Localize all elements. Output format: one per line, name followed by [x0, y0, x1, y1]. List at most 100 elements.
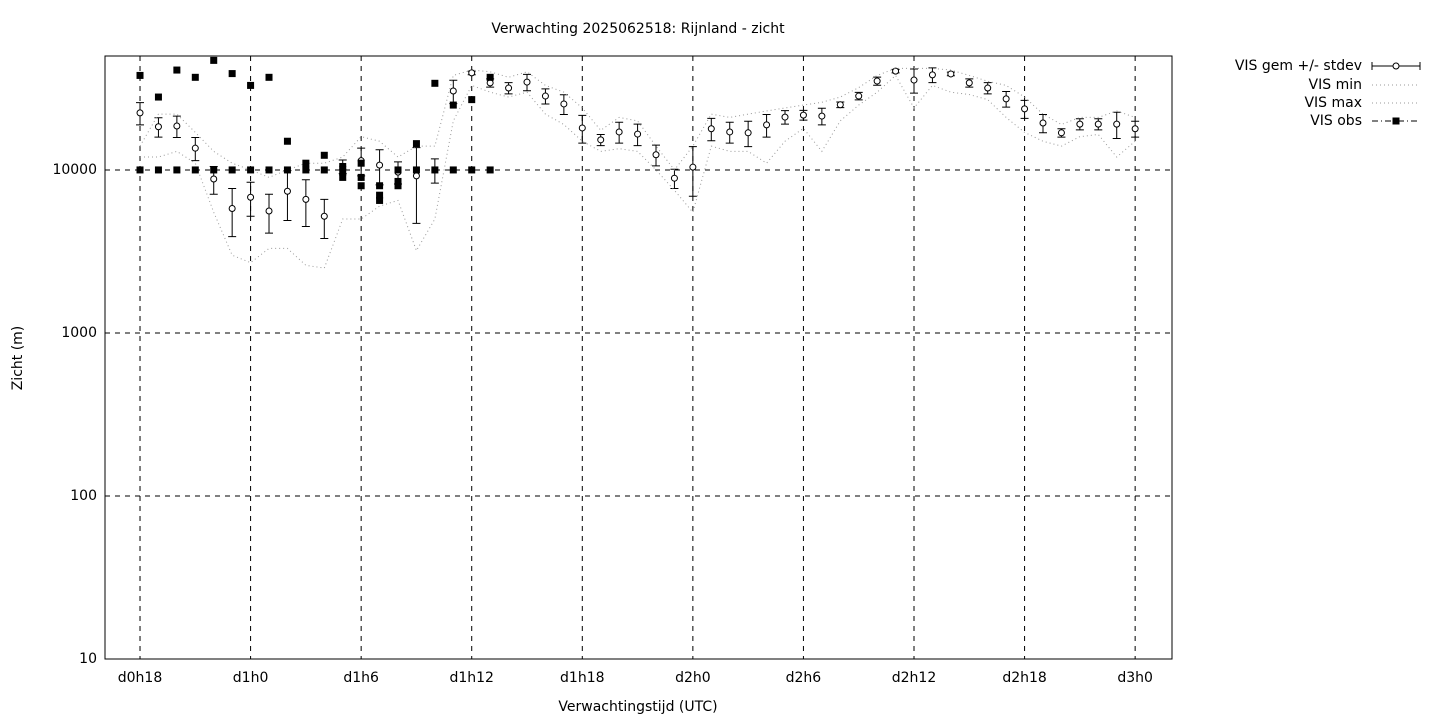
mean-point: [744, 129, 752, 137]
mean-point: [1131, 125, 1139, 133]
legend-sample: [1392, 117, 1400, 125]
mean-point: [947, 70, 955, 78]
obs-point: [191, 73, 199, 81]
mean-point: [1057, 129, 1065, 137]
mean-point: [1002, 95, 1010, 103]
obs-point: [154, 93, 162, 101]
mean-point: [615, 128, 623, 136]
obs-point: [357, 173, 365, 181]
obs-point: [339, 168, 347, 176]
mean-point: [1094, 120, 1102, 128]
mean-point: [726, 128, 734, 136]
mean-point: [210, 175, 218, 183]
obs-point: [486, 73, 494, 81]
y-tick-label: 1000: [61, 325, 97, 341]
obs-point: [154, 166, 162, 174]
obs-point: [431, 166, 439, 174]
mean-point: [247, 193, 255, 201]
mean-point: [191, 144, 199, 152]
obs-point: [247, 166, 255, 174]
obs-point: [191, 166, 199, 174]
mean-point: [523, 78, 531, 86]
x-axis-label: Verwachtingstijd (UTC): [558, 699, 717, 715]
mean-point: [781, 113, 789, 121]
mean-point: [634, 130, 642, 138]
mean-point: [707, 125, 715, 133]
mean-point: [302, 195, 310, 203]
obs-point: [228, 166, 236, 174]
obs-point: [376, 191, 384, 199]
obs-point: [210, 166, 218, 174]
y-axis-label: Zicht (m): [10, 326, 26, 391]
legend-label: VIS obs: [1310, 113, 1362, 129]
mean-point: [818, 112, 826, 120]
series-line: [140, 74, 1136, 269]
mean-point: [578, 124, 586, 132]
obs-point: [136, 166, 144, 174]
legend-label: VIS max: [1304, 95, 1362, 111]
obs-point: [486, 166, 494, 174]
legend-label: VIS min: [1309, 77, 1362, 93]
x-tick-label: d2h0: [675, 670, 711, 686]
mean-point: [376, 161, 384, 169]
mean-point: [928, 71, 936, 79]
mean-point: [412, 172, 420, 180]
mean-point: [670, 174, 678, 182]
x-tick-label: d2h12: [892, 670, 936, 686]
obs-point: [339, 173, 347, 181]
mean-point: [763, 121, 771, 129]
obs-point: [283, 137, 291, 145]
mean-point: [597, 136, 605, 144]
obs-point: [265, 73, 273, 81]
mean-point: [1039, 119, 1047, 127]
obs-point: [449, 101, 457, 109]
y-tick-label: 100: [70, 488, 97, 504]
mean-point: [228, 205, 236, 213]
obs-point: [376, 182, 384, 190]
mean-point: [855, 92, 863, 100]
error-bar: [301, 179, 310, 227]
error-bar: [412, 147, 421, 224]
mean-point: [1113, 120, 1121, 128]
mean-point: [652, 151, 660, 159]
obs-point: [412, 166, 420, 174]
mean-point: [873, 77, 881, 85]
obs-point: [173, 66, 181, 74]
mean-point: [541, 92, 549, 100]
mean-point: [173, 122, 181, 130]
obs-point: [468, 96, 476, 104]
obs-point: [339, 162, 347, 170]
obs-point: [449, 166, 457, 174]
legend-label: VIS gem +/- stdev: [1235, 58, 1362, 74]
obs-point: [173, 166, 181, 174]
obs-point: [357, 182, 365, 190]
obs-point: [376, 196, 384, 204]
obs-point: [468, 166, 476, 174]
obs-point: [394, 182, 402, 190]
obs-point: [302, 166, 310, 174]
mean-point: [154, 123, 162, 131]
mean-point: [910, 76, 918, 84]
obs-point: [265, 166, 273, 174]
mean-point: [560, 100, 568, 108]
x-tick-label: d1h6: [343, 670, 379, 686]
x-tick-label: d1h18: [560, 670, 604, 686]
mean-point: [1076, 120, 1084, 128]
legend-sample: [1392, 62, 1400, 70]
mean-point: [892, 67, 900, 75]
mean-point: [799, 111, 807, 119]
mean-point: [320, 212, 328, 220]
mean-point: [449, 87, 457, 95]
obs-point: [394, 177, 402, 185]
error-bar: [283, 170, 292, 221]
mean-point: [136, 109, 144, 117]
mean-point: [505, 84, 513, 92]
obs-point: [412, 140, 420, 148]
obs-point: [247, 81, 255, 89]
x-tick-label: d2h18: [1002, 670, 1046, 686]
obs-point: [302, 159, 310, 167]
mean-point: [468, 69, 476, 77]
mean-point: [283, 187, 291, 195]
obs-point: [283, 166, 291, 174]
